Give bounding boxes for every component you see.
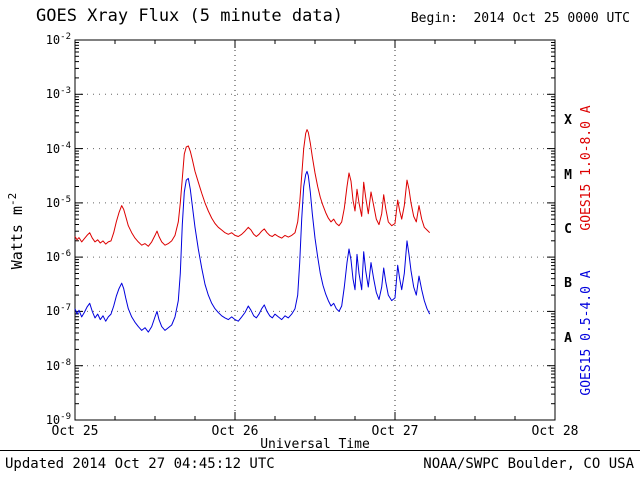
plot-frame bbox=[74, 39, 556, 421]
short-band-series-line bbox=[74, 170, 431, 333]
source-credit: NOAA/SWPC Boulder, CO USA bbox=[423, 456, 634, 472]
flare-class-label-b: B bbox=[564, 276, 572, 292]
begin-time-label: Begin: 2014 Oct 25 0000 UTC bbox=[410, 11, 630, 26]
y-axis-tick-label: 10-7 bbox=[45, 303, 71, 319]
x-axis-tick-label: Oct 27 bbox=[371, 424, 419, 439]
y-axis-tick-label: 10-8 bbox=[45, 357, 71, 373]
x-axis-tick-label: Oct 25 bbox=[51, 424, 99, 439]
flare-class-label-m: M bbox=[564, 167, 572, 183]
y-axis-tick-label: 10-3 bbox=[45, 86, 71, 102]
y-axis-tick-label: 10-2 bbox=[45, 32, 71, 47]
flare-class-label-c: C bbox=[564, 222, 572, 237]
y-axis-tick-label: 10-9 bbox=[45, 412, 71, 427]
flare-class-label-a: A bbox=[564, 330, 572, 346]
x-axis-title: Universal Time bbox=[260, 437, 370, 452]
x-axis-tick-label: Oct 26 bbox=[211, 424, 259, 439]
flare-class-label-x: X bbox=[564, 113, 572, 129]
y-axis-tick-label: 10-6 bbox=[45, 249, 71, 265]
y-axis-tick-label: 10-5 bbox=[45, 194, 71, 210]
y-axis-title: Watts m-2 bbox=[6, 192, 26, 270]
series-label-short-band: GOES15 0.5-4.0 A bbox=[579, 270, 594, 396]
chart-title: GOES Xray Flux (5 minute data) bbox=[36, 6, 344, 26]
y-axis-tick-label: 10-4 bbox=[45, 140, 71, 156]
footer-divider bbox=[0, 450, 640, 451]
updated-timestamp: Updated 2014 Oct 27 04:45:12 UTC bbox=[5, 456, 275, 472]
long-band-series-line bbox=[74, 129, 431, 247]
x-axis-tick-label: Oct 28 bbox=[531, 424, 579, 439]
